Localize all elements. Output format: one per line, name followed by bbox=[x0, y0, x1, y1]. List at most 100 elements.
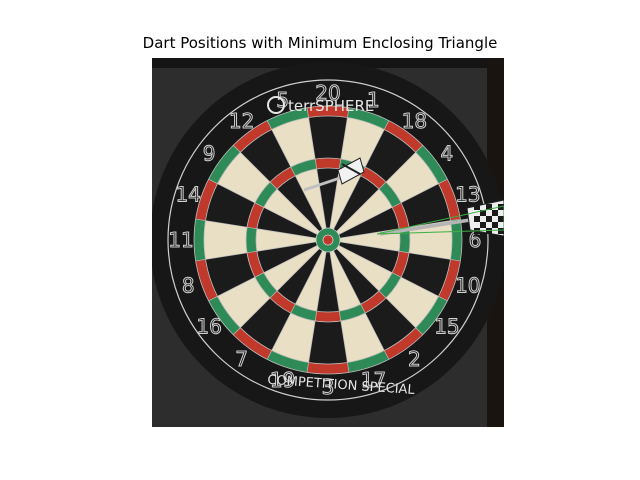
segment-wire bbox=[336, 145, 423, 232]
double-segment bbox=[195, 259, 218, 301]
outer-single-segment bbox=[340, 313, 385, 363]
double-segment bbox=[233, 120, 272, 153]
double-segment bbox=[347, 350, 389, 373]
outer-single-segment bbox=[408, 220, 452, 260]
treble-segment bbox=[378, 272, 402, 298]
inner-single-segment bbox=[329, 250, 361, 312]
double-segment bbox=[233, 327, 272, 360]
board-number: 13 bbox=[455, 183, 480, 207]
board-number: 4 bbox=[441, 142, 454, 166]
checker-square bbox=[486, 204, 492, 210]
double-segment bbox=[195, 179, 218, 221]
segment-wire bbox=[333, 120, 390, 230]
double-segment bbox=[347, 107, 389, 130]
double-segment bbox=[438, 179, 461, 221]
checker-square bbox=[474, 216, 480, 222]
board-number: 2 bbox=[408, 347, 421, 371]
double-segment bbox=[267, 350, 309, 373]
inner-single-segment bbox=[329, 168, 361, 230]
outer-single-segment bbox=[401, 183, 451, 228]
inner-single-segment bbox=[333, 248, 379, 305]
dart-upper-barrel bbox=[303, 176, 341, 192]
inner-single-segment bbox=[336, 245, 393, 291]
board-number: 16 bbox=[196, 314, 221, 338]
inner-single-segment bbox=[263, 189, 320, 235]
brand-text-top: terrSPHERE bbox=[288, 97, 374, 115]
treble-segment bbox=[392, 202, 409, 229]
board-number: 20 bbox=[315, 81, 340, 105]
treble-segment bbox=[378, 182, 402, 208]
segment-wire bbox=[233, 248, 320, 335]
board-number: 8 bbox=[182, 273, 195, 297]
segment-wire bbox=[339, 241, 461, 262]
checker-square bbox=[492, 222, 498, 228]
outer-single-segment bbox=[271, 313, 316, 363]
segment-wire bbox=[333, 250, 390, 360]
segment-wire bbox=[338, 245, 448, 302]
inner-single-segment bbox=[333, 175, 379, 232]
double-segment bbox=[415, 145, 448, 184]
treble-segment bbox=[254, 182, 278, 208]
double-segment bbox=[415, 296, 448, 335]
ring-wire bbox=[245, 157, 411, 323]
double-segment bbox=[267, 107, 309, 130]
board-wires bbox=[193, 105, 463, 375]
outer-single-segment bbox=[401, 252, 451, 297]
inner-single-segment bbox=[263, 245, 320, 291]
ring-wire bbox=[203, 115, 453, 365]
segment-wire bbox=[329, 251, 350, 373]
inner-single-segment bbox=[338, 207, 400, 239]
checker-square bbox=[498, 216, 504, 222]
ring-wire bbox=[255, 167, 401, 313]
dart-upper bbox=[303, 157, 365, 192]
treble-segment bbox=[339, 304, 366, 321]
treble-segment bbox=[315, 158, 341, 169]
brand-logo-top: terrSPHERE bbox=[267, 96, 374, 115]
checker-square bbox=[474, 204, 480, 210]
treble-segment bbox=[270, 290, 296, 314]
inner-single-segment bbox=[316, 251, 340, 312]
segment-wire bbox=[208, 178, 318, 235]
treble-segment bbox=[254, 272, 278, 298]
double-segment bbox=[438, 259, 461, 301]
segment-wire bbox=[338, 178, 448, 235]
board-number: 17 bbox=[361, 368, 386, 392]
figure-title: Dart Positions with Minimum Enclosing Tr… bbox=[142, 34, 498, 52]
double-segment bbox=[194, 219, 206, 261]
checker-square bbox=[480, 210, 486, 216]
checker-square bbox=[492, 210, 498, 216]
inner-single-segment bbox=[338, 241, 400, 273]
checker-square bbox=[486, 216, 492, 222]
inner-single-segment bbox=[277, 175, 323, 232]
checker-square bbox=[498, 228, 504, 234]
treble-segment bbox=[247, 202, 264, 229]
double-segment bbox=[208, 145, 241, 184]
treble-segment bbox=[247, 251, 264, 278]
treble-segment bbox=[290, 304, 317, 321]
outer-single-segment bbox=[205, 183, 255, 228]
inner-single-segment bbox=[256, 207, 318, 239]
double-segment bbox=[450, 219, 462, 261]
double-segment bbox=[307, 106, 349, 118]
dart-right-flight-checker bbox=[474, 204, 504, 234]
outer-single-segment bbox=[271, 117, 316, 167]
inner-single-segment bbox=[336, 189, 393, 235]
double-segment bbox=[208, 296, 241, 335]
double-segment bbox=[384, 327, 423, 360]
double-segment bbox=[307, 362, 349, 375]
board-number: 11 bbox=[168, 228, 193, 252]
board-number: 12 bbox=[229, 109, 254, 133]
board-number: 15 bbox=[434, 314, 459, 338]
double-segment bbox=[384, 120, 423, 153]
segment-wire bbox=[306, 251, 327, 373]
outer-single-segment bbox=[340, 117, 385, 167]
checker-square bbox=[486, 228, 492, 234]
segment-wire bbox=[208, 245, 318, 302]
board-number: 1 bbox=[367, 88, 380, 112]
board-number: 3 bbox=[322, 375, 335, 399]
treble-segment bbox=[270, 166, 296, 190]
checker-square bbox=[480, 222, 486, 228]
ring-wire bbox=[193, 105, 463, 375]
brand-logo-icon bbox=[267, 96, 285, 114]
